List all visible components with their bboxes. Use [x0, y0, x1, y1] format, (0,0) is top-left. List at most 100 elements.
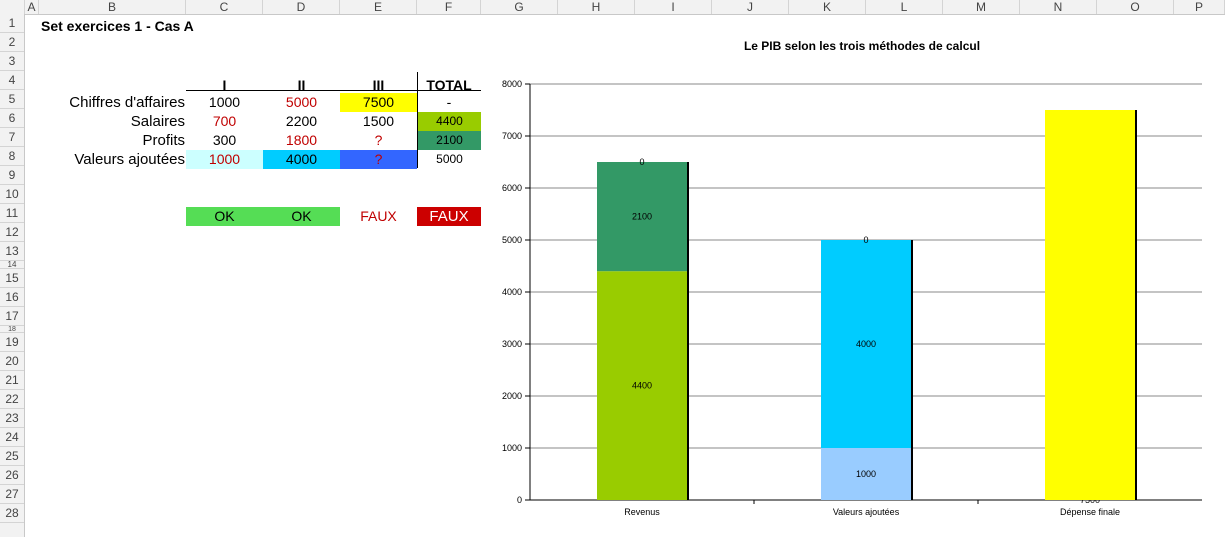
row-header-16[interactable]: 16: [0, 288, 24, 307]
row-header-26[interactable]: 26: [0, 466, 24, 485]
cell-f7[interactable]: 2100: [418, 131, 481, 150]
col-header-h[interactable]: H: [558, 0, 635, 14]
y-tick-label: 0: [517, 495, 522, 505]
total-separator: [417, 72, 418, 168]
y-tick-label: 8000: [502, 79, 522, 89]
cell-e7[interactable]: ?: [374, 132, 383, 148]
col-header-g[interactable]: G: [481, 0, 558, 14]
cell-f5[interactable]: -: [446, 94, 452, 110]
y-tick-label: 1000: [502, 443, 522, 453]
data-label: 4000: [856, 339, 876, 349]
data-label: 2100: [632, 212, 652, 222]
row-header-3[interactable]: 3: [0, 52, 24, 71]
header-ii[interactable]: II: [297, 77, 306, 93]
row-header-9[interactable]: 9: [0, 166, 24, 185]
header-iii[interactable]: III: [372, 77, 385, 93]
y-tick-label: 7000: [502, 131, 522, 141]
data-label: 0: [863, 235, 868, 245]
row-header-6[interactable]: 6: [0, 109, 24, 128]
row-header-10[interactable]: 10: [0, 185, 24, 204]
label-salaires[interactable]: Salaires: [130, 113, 185, 130]
row-header-1[interactable]: 1: [0, 14, 24, 33]
row-header-28[interactable]: 28: [0, 504, 24, 523]
check-e11[interactable]: FAUX: [360, 208, 397, 224]
column-header-bar: A B C D E F G H I J K L M N O P: [0, 0, 1225, 15]
row-header-14[interactable]: 14: [0, 261, 24, 269]
col-header-l[interactable]: L: [866, 0, 943, 14]
row-header-27[interactable]: 27: [0, 485, 24, 504]
col-header-d[interactable]: D: [263, 0, 340, 14]
cell-e8[interactable]: ?: [340, 150, 417, 169]
y-tick-label: 6000: [502, 183, 522, 193]
col-header-k[interactable]: K: [789, 0, 866, 14]
row-header-2[interactable]: 2: [0, 33, 24, 52]
header-total[interactable]: TOTAL: [426, 77, 472, 93]
cell-d7[interactable]: 1800: [285, 132, 318, 148]
row-header-5[interactable]: 5: [0, 90, 24, 109]
row-header-18[interactable]: 18: [0, 326, 24, 333]
row-header-7[interactable]: 7: [0, 128, 24, 147]
row-header-23[interactable]: 23: [0, 409, 24, 428]
cell-c7[interactable]: 300: [212, 132, 237, 148]
bar-segment: [597, 162, 687, 272]
bar-segment: [821, 448, 911, 500]
select-all-corner[interactable]: [0, 0, 25, 14]
data-label: 0: [639, 157, 644, 167]
row-header-4[interactable]: 4: [0, 71, 24, 90]
cell-d6[interactable]: 2200: [285, 113, 318, 129]
col-header-m[interactable]: M: [943, 0, 1020, 14]
label-profits[interactable]: Profits: [142, 132, 185, 149]
cell-f8[interactable]: 5000: [436, 152, 463, 166]
col-header-c[interactable]: C: [186, 0, 263, 14]
chart-title: Le PIB selon les trois méthodes de calcu…: [744, 39, 980, 53]
col-header-n[interactable]: N: [1020, 0, 1097, 14]
label-chiffres-affaires[interactable]: Chiffres d'affaires: [69, 94, 185, 111]
cell-c6[interactable]: 700: [212, 113, 237, 129]
x-tick-label: Revenus: [624, 507, 660, 517]
row-header-25[interactable]: 25: [0, 447, 24, 466]
row-header-8[interactable]: 8: [0, 147, 24, 166]
cell-c8[interactable]: 1000: [186, 150, 263, 169]
cell-d5[interactable]: 5000: [285, 94, 318, 110]
col-header-e[interactable]: E: [340, 0, 417, 14]
row-header-12[interactable]: 12: [0, 223, 24, 242]
label-valeurs-ajoutees[interactable]: Valeurs ajoutées: [74, 151, 185, 168]
row-header-13[interactable]: 13: [0, 242, 24, 261]
row-header-21[interactable]: 21: [0, 371, 24, 390]
row-header-22[interactable]: 22: [0, 390, 24, 409]
cell-c5[interactable]: 1000: [208, 94, 241, 110]
check-d11[interactable]: OK: [263, 207, 340, 226]
y-tick-label: 2000: [502, 391, 522, 401]
col-header-a[interactable]: A: [25, 0, 39, 14]
x-axis: Revenus Valeurs ajoutées Dépense finale: [624, 500, 1120, 517]
col-header-f[interactable]: F: [417, 0, 481, 14]
sheet-title: Set exercices 1 - Cas A: [41, 18, 194, 34]
sheet-grid[interactable]: Set exercices 1 - Cas A I II III TOTAL C…: [25, 15, 1225, 537]
check-c11[interactable]: OK: [186, 207, 263, 226]
row-header-17[interactable]: 17: [0, 307, 24, 326]
row-header-11[interactable]: 11: [0, 204, 24, 223]
data-label: 4400: [632, 381, 652, 391]
bar-segment: [597, 271, 687, 500]
check-f11[interactable]: FAUX: [417, 207, 481, 226]
y-tick-label: 5000: [502, 235, 522, 245]
header-underline: [186, 90, 481, 91]
bar-segment: [1045, 110, 1135, 500]
data-label: 1000: [856, 469, 876, 479]
col-header-i[interactable]: I: [635, 0, 712, 14]
col-header-p[interactable]: P: [1174, 0, 1225, 14]
cell-e5[interactable]: 7500: [340, 93, 417, 112]
row-header-20[interactable]: 20: [0, 352, 24, 371]
header-i[interactable]: I: [222, 77, 227, 93]
row-header-15[interactable]: 15: [0, 269, 24, 288]
cell-e6[interactable]: 1500: [362, 113, 395, 129]
col-header-o[interactable]: O: [1097, 0, 1174, 14]
row-header-24[interactable]: 24: [0, 428, 24, 447]
cell-f6[interactable]: 4400: [418, 112, 481, 131]
row-header-bar: 1 2 3 4 5 6 7 8 9 10 11 12 13 14 15 16 1…: [0, 14, 25, 537]
cell-d8[interactable]: 4000: [263, 150, 340, 169]
stacked-bar-chart[interactable]: Le PIB selon les trois méthodes de calcu…: [490, 30, 1225, 525]
row-header-19[interactable]: 19: [0, 333, 24, 352]
col-header-b[interactable]: B: [39, 0, 186, 14]
col-header-j[interactable]: J: [712, 0, 789, 14]
